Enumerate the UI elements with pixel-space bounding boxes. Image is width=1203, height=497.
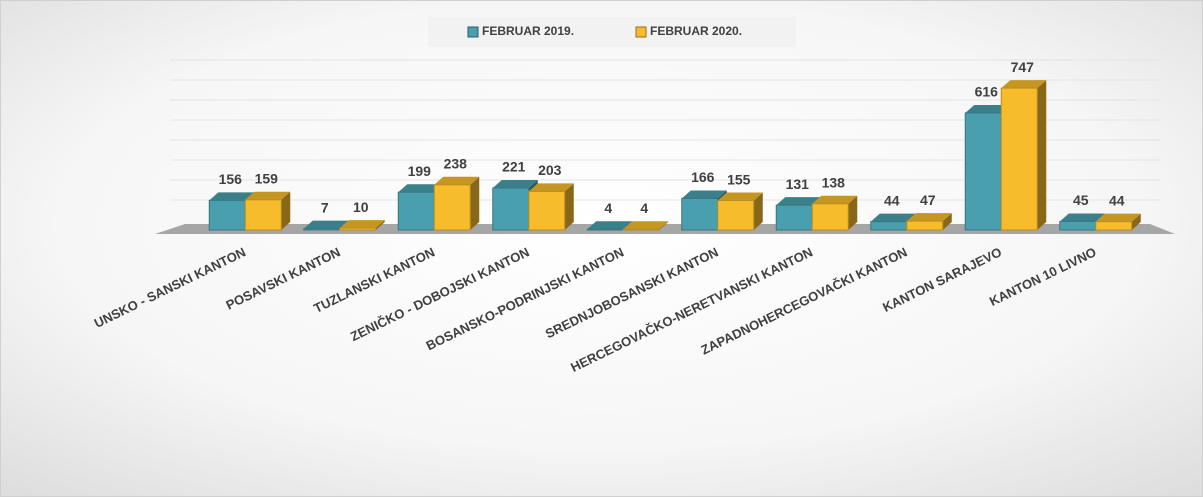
data-label: 45: [1073, 192, 1089, 208]
data-label: 159: [255, 170, 279, 186]
bar-side: [1131, 213, 1141, 230]
bar-top: [528, 183, 574, 192]
legend-swatch: [467, 26, 479, 38]
bar: [433, 184, 471, 231]
bar-top: [776, 197, 822, 206]
bar-top: [965, 104, 1011, 113]
data-label: 155: [727, 171, 751, 187]
bar-top: [1095, 213, 1141, 222]
data-label: 166: [691, 169, 715, 185]
bar: [964, 112, 1002, 231]
bar-top: [812, 195, 858, 204]
bar-side: [753, 192, 763, 230]
data-label: 616: [975, 84, 999, 100]
data-label: 221: [502, 159, 526, 175]
bar-top: [587, 221, 633, 230]
data-label: 238: [444, 155, 468, 171]
bar-side: [1037, 80, 1047, 230]
bar: [906, 220, 944, 231]
bar-top: [303, 220, 349, 229]
legend: [428, 17, 796, 47]
bar: [811, 203, 849, 231]
bar-side: [281, 191, 291, 230]
legend-swatch: [635, 26, 647, 38]
bar-top: [1059, 213, 1105, 222]
data-label: 4: [640, 200, 648, 216]
bar-side: [375, 220, 385, 230]
bar: [528, 190, 566, 231]
data-label: 199: [408, 163, 432, 179]
bar-top: [870, 213, 916, 222]
bar-top: [906, 213, 952, 222]
data-label: 44: [1109, 192, 1125, 208]
bar: [1059, 220, 1097, 231]
bar: [622, 228, 660, 231]
data-label: 10: [353, 199, 369, 215]
bar-top: [492, 180, 538, 189]
data-label: 747: [1011, 59, 1035, 75]
legend-label: FEBRUAR 2019.: [482, 24, 574, 38]
data-label: 131: [786, 176, 810, 192]
bar: [870, 221, 908, 231]
bar: [492, 187, 530, 231]
bar: [397, 191, 435, 231]
data-label: 44: [884, 192, 900, 208]
bar-top: [1001, 80, 1047, 89]
bar-top: [623, 221, 669, 230]
bar: [303, 228, 341, 231]
bar-top: [434, 176, 480, 185]
bar: [586, 228, 624, 231]
bar-side: [942, 213, 952, 230]
bar: [775, 204, 813, 231]
bar: [244, 199, 282, 231]
bar: [1000, 87, 1038, 231]
bar-side: [659, 221, 669, 230]
bar-side: [470, 176, 480, 230]
data-label: 156: [219, 171, 243, 187]
bar-top: [245, 191, 291, 200]
data-label: 138: [822, 174, 846, 190]
data-label: 4: [604, 200, 612, 216]
bar: [1095, 221, 1133, 231]
bar: [681, 197, 719, 231]
bar-side: [848, 195, 858, 230]
bar-side: [564, 183, 574, 230]
bar-top: [339, 220, 385, 229]
bar-top: [209, 192, 255, 201]
bar-top: [398, 184, 444, 193]
bar-top: [681, 190, 727, 199]
bar-top: [717, 192, 763, 201]
back-lines: [170, 59, 1160, 201]
bar: [208, 199, 246, 231]
data-label: 203: [538, 162, 562, 178]
bar: [339, 227, 377, 231]
bar: [717, 200, 755, 231]
data-label: 47: [920, 192, 936, 208]
legend-label: FEBRUAR 2020.: [650, 24, 742, 38]
data-label: 7: [321, 199, 329, 215]
